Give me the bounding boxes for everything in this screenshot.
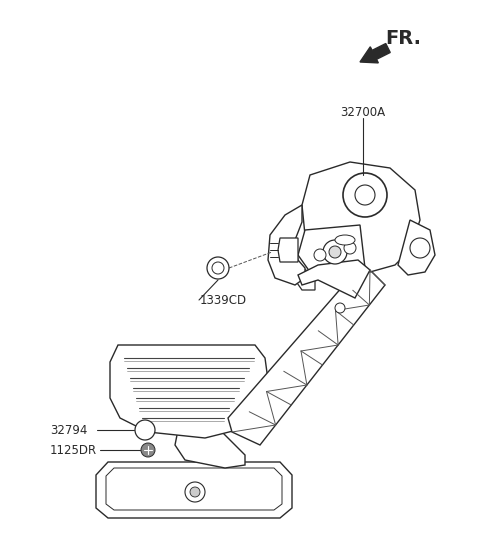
Polygon shape [298, 260, 370, 298]
Circle shape [355, 185, 375, 205]
Polygon shape [278, 238, 298, 262]
Circle shape [344, 242, 356, 254]
Polygon shape [228, 270, 385, 445]
Text: 1339CD: 1339CD [200, 294, 247, 306]
Circle shape [212, 262, 224, 274]
Circle shape [343, 173, 387, 217]
Polygon shape [398, 220, 435, 275]
Circle shape [207, 257, 229, 279]
Text: 32700A: 32700A [340, 106, 385, 118]
Polygon shape [175, 420, 245, 468]
Text: 32794: 32794 [50, 424, 87, 436]
Polygon shape [298, 225, 365, 272]
Polygon shape [268, 205, 305, 285]
Text: FR.: FR. [385, 29, 421, 48]
Polygon shape [96, 462, 292, 518]
Circle shape [190, 487, 200, 497]
Circle shape [335, 303, 345, 313]
Polygon shape [110, 345, 268, 438]
Ellipse shape [335, 235, 355, 245]
Circle shape [135, 420, 155, 440]
Circle shape [185, 482, 205, 502]
Circle shape [323, 240, 347, 264]
Polygon shape [302, 162, 420, 272]
Circle shape [410, 238, 430, 258]
Text: 1125DR: 1125DR [50, 444, 97, 456]
Circle shape [141, 443, 155, 457]
Circle shape [314, 249, 326, 261]
FancyArrow shape [360, 44, 390, 63]
Polygon shape [106, 468, 282, 510]
Circle shape [329, 246, 341, 258]
Polygon shape [295, 268, 315, 290]
